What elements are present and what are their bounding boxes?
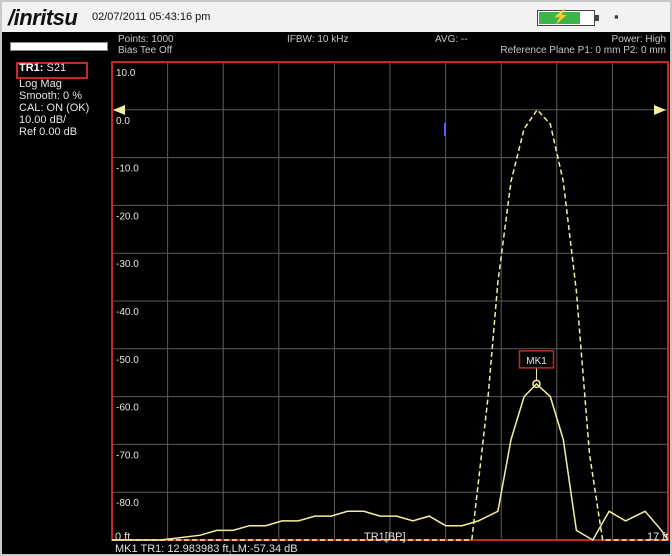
plot-frame [111, 61, 669, 541]
y-tick-label: -20.0 [116, 211, 139, 222]
title-bar: /inritsu 02/07/2011 05:43:16 pm ⚡ ▪ [2, 2, 670, 32]
charging-bolt-icon: ⚡ [552, 8, 570, 24]
active-trace-bar[interactable] [10, 42, 108, 51]
status-ifbw: IFBW: 10 kHz [287, 34, 349, 45]
trace-selector[interactable] [16, 62, 88, 79]
anritsu-logo: /inritsu [8, 5, 78, 30]
y-tick-label: -50.0 [116, 355, 139, 366]
trace-smooth: Smooth: 0 % [19, 90, 82, 102]
marker-point[interactable] [532, 379, 541, 389]
sd-card-icon: ▪ [614, 9, 619, 24]
marker-label-box[interactable] [518, 350, 555, 369]
y-tick-label: 0.0 [116, 116, 130, 127]
trace-cal: CAL: ON (OK) [19, 102, 90, 114]
status-points: Points: 1000 [118, 34, 174, 45]
battery-fill [539, 12, 580, 24]
trace-ref: Ref 0.00 dB [19, 126, 78, 138]
battery-icon: ⚡ [537, 8, 599, 26]
y-tick-label: -70.0 [116, 450, 139, 461]
y-tick-label: -10.0 [116, 164, 139, 175]
trace-id: TR1: [19, 62, 44, 74]
x-center-label: TR1[BP] [364, 531, 406, 543]
trace-scale: 10.00 dB/ [19, 114, 67, 126]
ref-arrow-right-icon [654, 105, 666, 115]
x-end-label: 17 ft [647, 531, 669, 543]
trace-label: TR1: S21 [19, 62, 66, 74]
marker-readout: MK1 TR1: 12.983983 ft,LM:-57.34 dB [115, 543, 298, 555]
marker-label: MK1 [526, 356, 547, 367]
ref-arrow-left-icon [113, 105, 125, 115]
y-tick-label: -60.0 [116, 403, 139, 414]
x-start-label: 0 ft [115, 531, 131, 543]
status-avg: AVG: -- [435, 34, 468, 45]
trace-format: Log Mag [19, 78, 62, 90]
status-bias-tee: Bias Tee Off [118, 45, 173, 56]
y-tick-label: -40.0 [116, 307, 139, 318]
status-power: Power: High [611, 34, 666, 45]
y-tick-label: -30.0 [116, 259, 139, 270]
trace-solid [112, 382, 669, 542]
status-ref-plane: Reference Plane P1: 0 mm P2: 0 mm [500, 45, 666, 56]
y-tick-label: 10.0 [116, 68, 136, 79]
date-time: 02/07/2011 05:43:16 pm [92, 11, 211, 23]
y-tick-label: -80.0 [116, 498, 139, 509]
trace-param: S21 [46, 62, 67, 74]
